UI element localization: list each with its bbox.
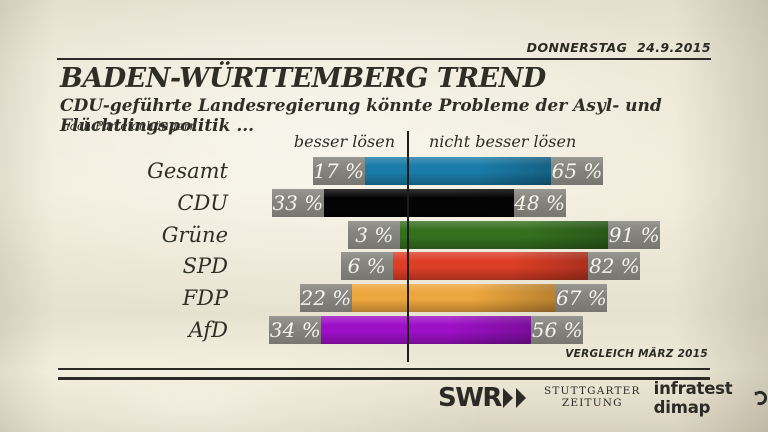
swr-logo-text: SWR xyxy=(438,383,502,413)
category-label-afd: AfD xyxy=(188,318,228,342)
category-label-spd: SPD xyxy=(182,254,228,279)
bar-cdu xyxy=(323,188,514,217)
column-header-nicht-besser-loesen: nicht besser lösen xyxy=(429,132,577,151)
value-box-right: 91 % xyxy=(608,220,661,249)
value-box-right: 82 % xyxy=(588,252,641,281)
stuttgarter-zeitung-logo: STUTTGARTER ZEITUNG xyxy=(544,386,641,409)
category-label-gesamt: Gesamt xyxy=(147,159,228,183)
infratest-dimap-mark-icon xyxy=(754,390,768,406)
value-box-left: 6 % xyxy=(340,252,393,281)
value-box-left: 22 % xyxy=(299,284,352,313)
note-nach-parteianhaengern: nach Parteianhängern xyxy=(62,119,198,133)
top-rule xyxy=(57,58,711,60)
date-label: DONNERSTAG 24.9.2015 xyxy=(526,40,711,55)
value-box-right: 56 % xyxy=(531,316,584,344)
value-box-left: 17 % xyxy=(312,157,365,185)
footer-logos: SWR STUTTGARTER ZEITUNG infratest dimap xyxy=(438,379,768,417)
comparison-label: VERGLEICH MÄRZ 2015 xyxy=(565,348,708,360)
value-box-right: 65 % xyxy=(551,157,603,185)
infratest-dimap-text: infratest dimap xyxy=(653,379,733,417)
bar-gesamt xyxy=(364,157,552,185)
infratest-dimap-logo: infratest dimap xyxy=(654,379,768,417)
category-label-fdp: FDP xyxy=(182,286,228,311)
value-box-left: 33 % xyxy=(271,188,324,217)
bar-grüne xyxy=(400,220,609,249)
value-box-right: 67 % xyxy=(555,284,608,313)
swr-logo: SWR xyxy=(438,383,531,413)
subtitle: CDU-geführte Landesregierung könnte Prob… xyxy=(60,96,662,136)
bar-afd xyxy=(321,316,532,344)
page-title: BADEN-WÜRTTEMBERG TREND xyxy=(60,63,546,94)
value-box-right: 48 % xyxy=(513,188,566,217)
swr-chevrons-icon xyxy=(502,388,526,408)
column-header-besser-loesen: besser lösen xyxy=(293,132,395,151)
category-label-cdu: CDU xyxy=(177,190,228,215)
bar-fdp xyxy=(351,284,556,313)
category-label-grüne: Grüne xyxy=(161,222,228,247)
value-box-left: 34 % xyxy=(269,316,322,344)
value-box-left: 3 % xyxy=(348,220,401,249)
bottom-double-rule xyxy=(58,368,710,380)
stuttgarter-zeitung-line2: ZEITUNG xyxy=(561,397,623,409)
chart-center-axis-line xyxy=(407,131,409,362)
stuttgarter-zeitung-line1: STUTTGARTER xyxy=(543,385,641,398)
bar-spd xyxy=(392,252,589,281)
